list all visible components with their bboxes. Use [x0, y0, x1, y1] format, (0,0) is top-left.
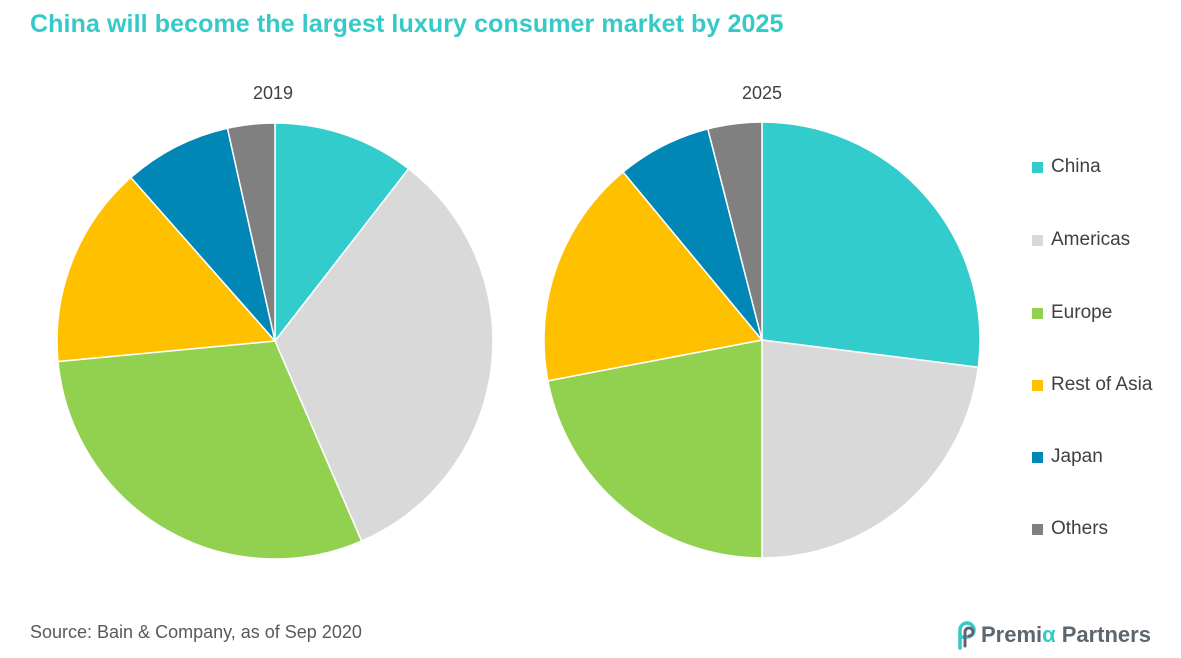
- pie-title-2025: 2025: [741, 83, 783, 103]
- legend-item-japan: Japan: [1032, 444, 1103, 470]
- legend-swatch-americas: [1032, 234, 1043, 246]
- legend-swatch-rest-of-asia: [1032, 379, 1043, 391]
- legend-item-china: China: [1032, 154, 1101, 180]
- chart-title: China will become the largest luxury con…: [30, 10, 784, 38]
- legend-label-china: China: [1051, 156, 1101, 177]
- legend-label-americas: Americas: [1051, 229, 1131, 250]
- source-note: Source: Bain & Company, as of Sep 2020: [30, 622, 362, 642]
- pie-2025-slice-americas: [761, 339, 980, 559]
- legend-item-europe: Europe: [1032, 300, 1112, 326]
- brand-logo: Premi α Partners: [953, 620, 1151, 650]
- pie-2019-slice-china: [274, 122, 410, 344]
- legend-label-europe: Europe: [1051, 302, 1113, 323]
- legend-label-others: Others: [1051, 518, 1109, 539]
- pie-title-2019: 2019: [252, 83, 294, 103]
- brand-name-partners: Partners: [1061, 622, 1151, 647]
- brand-name-premi: Premi: [981, 622, 1043, 647]
- pie-2019-slice-others: [226, 122, 276, 342]
- pie-chart-2019: [56, 122, 494, 560]
- pie-2025-slice-rest-of-asia: [543, 170, 764, 382]
- legend-swatch-others: [1032, 523, 1043, 535]
- legend-swatch-japan: [1032, 451, 1043, 463]
- pie-2025-slice-china: [761, 121, 981, 369]
- pie-2025-slice-europe: [546, 339, 763, 559]
- pie-2019-slice-americas: [274, 167, 494, 543]
- legend-item-americas: Americas: [1032, 227, 1130, 253]
- brand-name-alpha: α: [1042, 622, 1056, 647]
- legend-label-japan: Japan: [1051, 446, 1103, 467]
- legend-item-rest-of-asia: Rest of Asia: [1032, 372, 1152, 398]
- legend-item-others: Others: [1032, 516, 1108, 542]
- premia-logo-icon: [958, 621, 976, 650]
- pie-2025-slice-others: [706, 121, 763, 341]
- pie-chart-2025: [543, 121, 981, 559]
- pie-2019-slice-rest-of-asia: [56, 176, 277, 363]
- legend-swatch-europe: [1032, 307, 1043, 319]
- pie-2019-slice-europe: [57, 340, 363, 560]
- legend-label-rest-of-asia: Rest of Asia: [1051, 374, 1153, 395]
- legend-swatch-china: [1032, 161, 1043, 173]
